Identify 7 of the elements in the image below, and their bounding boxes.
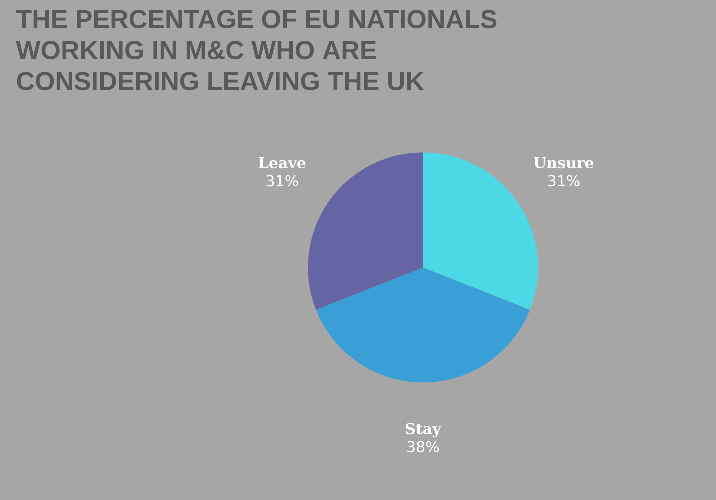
- chart-title: THE PERCENTAGE OF EU NATIONALS WORKING IN M&C WHO ARE CONSIDERING LEAVING THE UK: [16, 10, 497, 91]
- data-label: 31%: [266, 175, 298, 187]
- slice-label: Leave: [259, 157, 306, 169]
- slice-label: Stay: [406, 423, 442, 438]
- data-label: 31%: [548, 175, 580, 187]
- slice-label: Unsure: [534, 157, 594, 169]
- data-label: 38%: [408, 441, 440, 453]
